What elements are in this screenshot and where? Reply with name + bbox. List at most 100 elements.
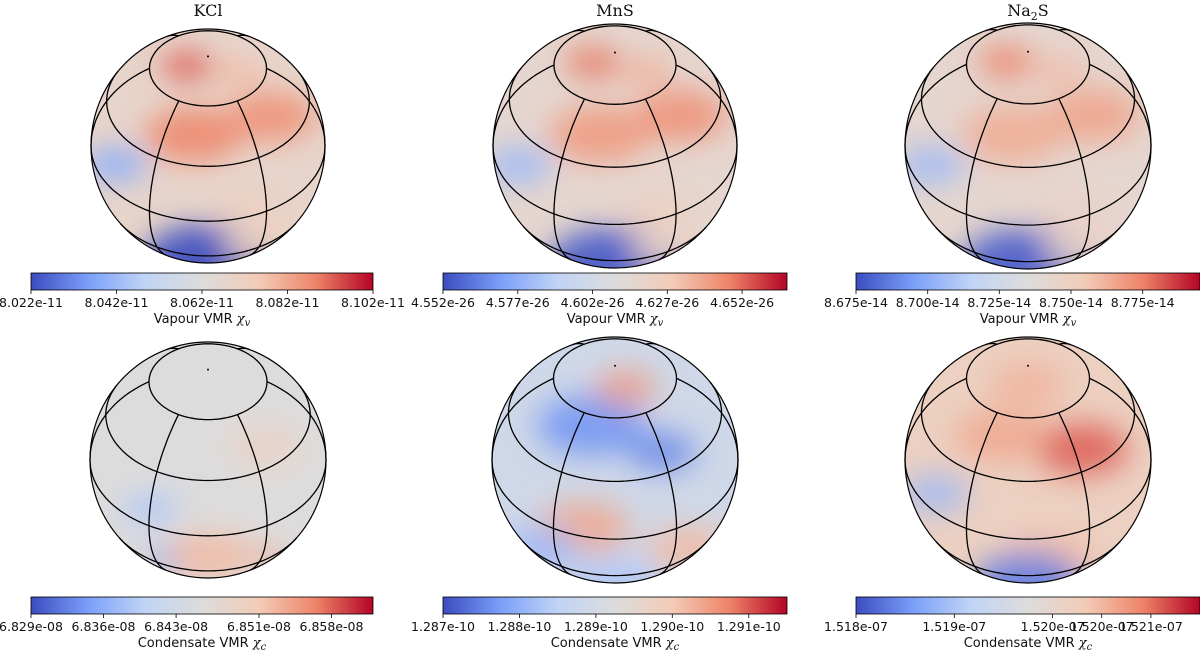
north-pole-marker <box>207 55 209 58</box>
colorbar-tick-label: 8.725e-14 <box>967 295 1031 310</box>
longitude-line <box>965 412 998 576</box>
colorbar-tick-label: 6.851e-08 <box>227 619 291 634</box>
latitude-line <box>508 68 722 168</box>
latitude-line <box>89 459 327 537</box>
colorbar-1: 4.552e-26 4.577e-26 4.602e-26 4.627e-26 4.65… <box>411 272 788 329</box>
globe-panel-1: 4.552e-26 4.577e-26 4.602e-26 4.627e-26 4.65… <box>411 23 788 329</box>
colorbar-tick-label: 1.289e-10 <box>564 619 628 634</box>
colorbar-tick-label: 1.519e-07 <box>922 619 986 634</box>
longitude-line <box>148 414 180 571</box>
colorbar-tick-label: 8.675e-14 <box>824 295 888 310</box>
longitude-line <box>266 67 326 147</box>
longitude-line <box>236 100 268 256</box>
longitude-line <box>492 64 555 147</box>
latitude-line <box>920 67 1136 169</box>
field-feature-3 <box>250 547 286 568</box>
latitude-line <box>553 25 677 105</box>
globe-panel-5: 1.518e-07 1.519e-07 1.520e-071.520e-071.52… <box>824 336 1200 652</box>
title-na2s-sub: 2 <box>1031 10 1038 23</box>
field-feature-3 <box>1031 54 1087 86</box>
colorbar-label-text: Condensate VMR <box>551 636 666 651</box>
north-pole-marker <box>1027 364 1029 367</box>
colorbar-tick-label: 1.521e-07 <box>1119 619 1183 634</box>
panel-title-kcl: KCl <box>194 1 223 20</box>
colorbar-label-symbol: χ <box>236 312 246 327</box>
field-feature-3 <box>618 55 674 87</box>
colorbar-tick-label: 8.775e-14 <box>1111 295 1175 310</box>
graticule <box>904 338 1152 577</box>
panel-title-na2s: Na2S <box>1007 1 1049 23</box>
latitude-line <box>522 540 708 577</box>
colorbar-gradient <box>855 272 1200 291</box>
field-feature-4 <box>502 527 580 571</box>
longitude-line <box>491 377 554 461</box>
colorbar-gradient <box>442 596 788 615</box>
graticule <box>491 338 739 577</box>
latitude-line <box>492 145 738 226</box>
colorbar-label: Vapour VMR χv <box>567 312 664 329</box>
colorbar-tick-label: 1.290e-10 <box>640 619 704 634</box>
north-pole-marker <box>614 364 616 367</box>
longitude-line <box>236 414 268 571</box>
field-feature-3 <box>211 59 264 89</box>
graticule <box>904 24 1152 263</box>
longitude-line <box>675 64 738 147</box>
latitude-line <box>119 222 297 257</box>
colorbar-label-symbol: χ <box>649 312 659 327</box>
graticule <box>90 30 326 257</box>
field-feature-0 <box>1035 423 1129 475</box>
field-feature-3 <box>905 474 970 513</box>
latitude-line <box>965 24 1091 105</box>
longitude-line <box>1089 63 1152 147</box>
field-feature-5 <box>646 525 733 574</box>
latitude-line <box>106 71 310 167</box>
field-feature-0 <box>145 108 242 162</box>
colorbar-tick-label: 1.518e-07 <box>824 619 888 634</box>
globe-panel-2: 8.675e-14 8.700e-14 8.725e-14 8.750e-14 8.77… <box>824 22 1200 329</box>
colorbar-label-symbol: χ <box>665 636 675 651</box>
colorbar-label-sub: v <box>658 318 664 329</box>
field-feature-1 <box>954 409 1048 462</box>
longitude-line <box>1089 377 1152 461</box>
colorbar-label: Vapour VMR χv <box>980 312 1077 329</box>
latitude-line <box>965 338 1091 419</box>
colorbar-label-sub: c <box>674 642 680 652</box>
colorbar-label-symbol: χ <box>252 636 262 651</box>
globe-panel-3: 6.829e-08 6.836e-08 6.843e-08 6.851e-08 6.85… <box>0 341 374 652</box>
colorbar-tick-label: 1.291e-10 <box>717 619 781 634</box>
longitude-line <box>552 412 585 576</box>
colorbar-4: 1.287e-10 1.288e-10 1.289e-10 1.290e-10 1.29… <box>411 596 788 652</box>
longitude-line <box>965 98 998 262</box>
longitude-line <box>553 98 586 261</box>
field-feature-0 <box>962 105 1064 163</box>
globe-outline <box>904 336 1152 584</box>
longitude-line <box>148 100 180 256</box>
latitude-line <box>523 226 707 262</box>
colorbar-3: 6.829e-08 6.836e-08 6.843e-08 6.851e-08 6.85… <box>0 596 374 652</box>
field-feature-2 <box>160 51 214 81</box>
colorbar-tick-label: 1.288e-10 <box>487 619 551 634</box>
north-pole-marker <box>207 368 209 371</box>
colorbar-label: Vapour VMR χv <box>154 312 251 329</box>
colorbar-gradient <box>30 596 374 615</box>
colorbar-label-sub: v <box>245 318 251 329</box>
colorbar-label-text: Vapour VMR <box>980 312 1063 327</box>
colorbar-tick-label: 8.042e-11 <box>85 295 149 310</box>
latitude-line <box>148 343 268 421</box>
colorbar-tick-label: 4.552e-26 <box>411 295 475 310</box>
colorbar-tick-label: 6.858e-08 <box>300 619 364 634</box>
longitude-line <box>644 98 677 261</box>
colorbar-label-text: Vapour VMR <box>154 312 237 327</box>
field-feature-0 <box>537 395 645 456</box>
latitude-line <box>935 226 1121 263</box>
colorbar-label: Condensate VMR χc <box>964 636 1093 652</box>
graticule <box>492 25 738 262</box>
panel-title-mns: MnS <box>596 1 634 20</box>
latitude-line <box>935 540 1121 577</box>
colorbar-label-sub: c <box>261 642 267 652</box>
field-feature-5 <box>974 552 1082 583</box>
latitude-line <box>552 338 678 419</box>
colorbar-label: Condensate VMR χc <box>138 636 267 652</box>
colorbar-0: 8.022e-11 8.042e-11 8.062e-11 8.082e-11 8.10… <box>0 272 405 329</box>
